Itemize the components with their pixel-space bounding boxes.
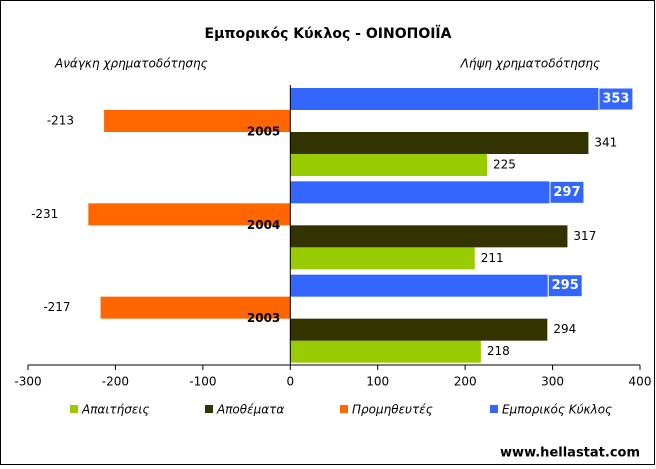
bar — [290, 340, 481, 363]
right-label: Λήψη χρηματοδότησης — [460, 57, 600, 71]
legend-swatch — [205, 405, 213, 413]
data-label: 297 — [553, 185, 580, 200]
data-label: -213 — [47, 114, 74, 128]
x-tick-label: 100 — [366, 375, 389, 389]
label-box — [549, 180, 585, 204]
bar — [290, 88, 599, 110]
bar — [290, 132, 589, 154]
legend-swatch — [490, 405, 498, 413]
x-tick-label: 400 — [629, 375, 652, 389]
data-label: 294 — [553, 322, 576, 336]
data-label: 317 — [573, 229, 596, 243]
data-label: 218 — [487, 344, 510, 358]
legend-swatch — [340, 405, 348, 413]
bar — [290, 225, 568, 248]
left-label: Ανάγκη χρηματοδότησης — [54, 57, 208, 71]
label-box — [547, 274, 583, 298]
data-label: 353 — [602, 92, 629, 107]
bar — [104, 110, 291, 132]
legend-swatch — [70, 405, 78, 413]
label-box — [598, 87, 634, 111]
bar — [290, 318, 548, 341]
category-label: 2003 — [247, 311, 280, 325]
data-label: 225 — [493, 158, 516, 172]
bar — [88, 203, 291, 226]
source: www.hellastat.com — [500, 446, 640, 461]
bar — [290, 274, 549, 297]
x-tick-label: -300 — [14, 375, 41, 389]
legend-label: Απαιτήσεις — [81, 403, 149, 417]
bar — [100, 296, 291, 319]
legend-label: Εμπορικός Κύκλος — [502, 403, 612, 417]
x-tick-label: 0 — [286, 375, 294, 389]
category-label: 2005 — [247, 125, 280, 139]
x-tick-label: -200 — [102, 375, 129, 389]
data-label: 295 — [552, 278, 579, 293]
legend-label: Προμηθευτές — [352, 403, 433, 417]
x-tick-label: 300 — [541, 375, 564, 389]
bar — [290, 154, 487, 176]
legend-label: Αποθέματα — [216, 403, 284, 417]
chart-title: Εμπορικός Κύκλος - ΟΙΝΟΠΟΙΪΑ — [205, 25, 452, 42]
data-label: -231 — [31, 207, 58, 221]
data-label: 341 — [594, 136, 617, 150]
x-tick-label: 200 — [454, 375, 477, 389]
bar — [290, 247, 475, 270]
data-label: -217 — [43, 300, 70, 314]
bar — [290, 181, 550, 204]
data-label: 211 — [481, 251, 504, 265]
x-tick-label: -100 — [189, 375, 216, 389]
category-label: 2004 — [247, 218, 280, 232]
